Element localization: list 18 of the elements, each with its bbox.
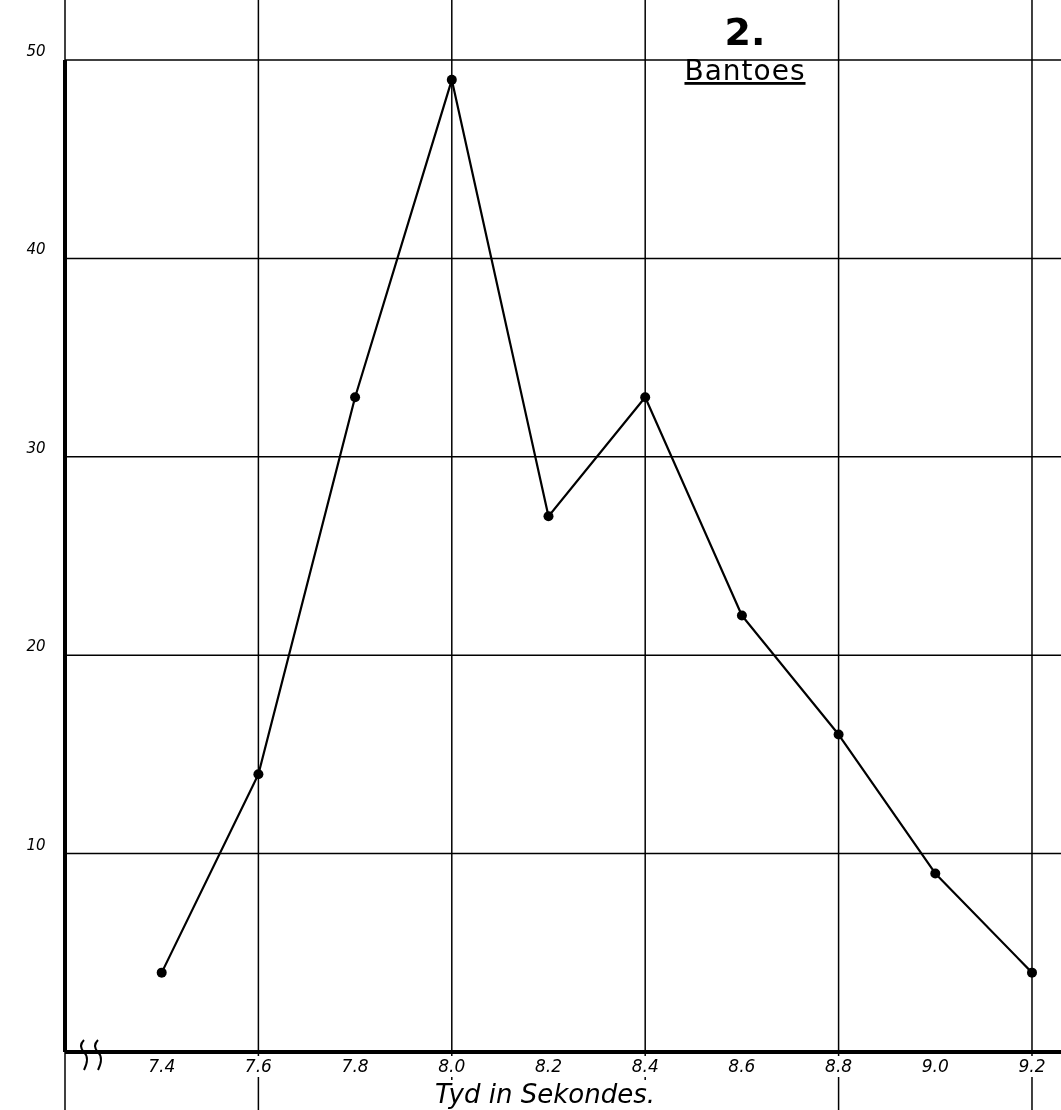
y-tick-label: 20 (26, 637, 46, 656)
x-tick-label: 8.4 (631, 1056, 659, 1076)
y-tick-label: 30 (26, 438, 46, 457)
y-tick-label: 50 (26, 42, 46, 60)
x-tick-label: 7.6 (244, 1056, 273, 1076)
x-tick-label: 8.0 (438, 1056, 466, 1076)
x-tick-label: 9.0 (921, 1056, 949, 1076)
x-tick-label: 8.8 (825, 1056, 853, 1076)
y-tick-label: 10 (26, 835, 46, 854)
chart-title: 2. (724, 10, 766, 54)
chart-subtitle: Bantoes (684, 54, 806, 87)
x-tick-label: 7.8 (341, 1056, 369, 1076)
x-tick-label: 8.2 (534, 1056, 563, 1076)
x-axis-title: Tyd in Sekondes. (435, 1079, 655, 1109)
x-tick-label: 8.6 (728, 1056, 756, 1076)
y-tick-label: 40 (26, 240, 46, 259)
x-tick-label: 9.2 (1018, 1056, 1046, 1076)
x-tick-label: 7.4 (148, 1056, 176, 1076)
